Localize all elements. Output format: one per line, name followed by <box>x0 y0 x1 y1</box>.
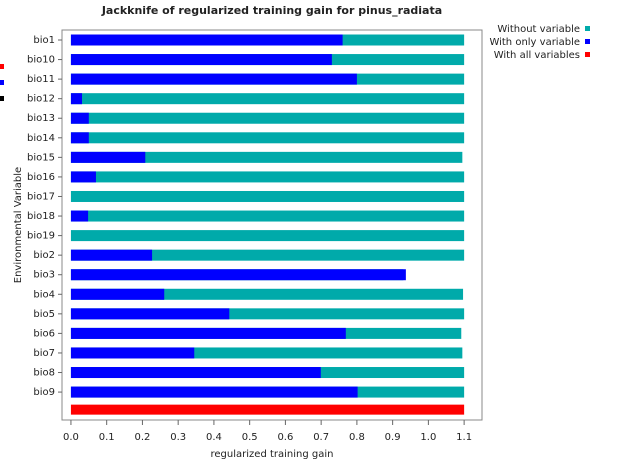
legend-swatch <box>585 52 590 57</box>
bar <box>70 288 464 300</box>
y-tick-label: bio19 <box>27 231 55 242</box>
y-tick-label: bio18 <box>27 211 55 222</box>
chart-title: Jackknife of regularized training gain f… <box>101 4 442 17</box>
bar <box>70 347 463 359</box>
x-tick-label: 0.3 <box>170 432 186 443</box>
bar <box>70 404 465 415</box>
bar <box>70 367 321 379</box>
y-tick-label: bio17 <box>27 191 55 202</box>
x-tick-label: 0.4 <box>206 432 222 443</box>
y-tick-label: bio10 <box>27 55 55 66</box>
legend-label: With all variables <box>494 50 580 61</box>
bar <box>70 151 146 163</box>
edge-marker <box>0 96 4 101</box>
x-tick-label: 0.2 <box>134 432 150 443</box>
y-tick-label: bio9 <box>33 387 55 398</box>
y-tick-label: bio12 <box>27 94 55 105</box>
y-tick-label: bio2 <box>33 250 55 261</box>
bar <box>70 269 406 281</box>
bar <box>70 249 153 261</box>
y-tick-label: bio3 <box>33 270 55 281</box>
legend-label: With only variable <box>489 37 580 48</box>
x-tick-label: 0.1 <box>99 432 115 443</box>
y-tick-label: bio6 <box>33 328 55 339</box>
x-tick-label: 0.5 <box>242 432 258 443</box>
bar <box>70 93 465 105</box>
bar <box>70 112 89 124</box>
bar <box>70 112 465 124</box>
y-tick-label: bio4 <box>33 289 55 300</box>
bar <box>70 327 346 339</box>
plot-frame <box>61 29 483 421</box>
y-tick-label: bio8 <box>33 368 55 379</box>
y-tick-label: bio13 <box>27 113 55 124</box>
bar <box>70 54 332 66</box>
bar <box>70 73 357 85</box>
edge-marker <box>0 64 4 69</box>
bar <box>70 151 463 163</box>
y-tick-label: bio14 <box>27 133 55 144</box>
y-tick-label: bio1 <box>33 35 55 46</box>
legend-swatch <box>585 26 590 31</box>
bar <box>70 210 465 222</box>
bar <box>70 308 465 320</box>
y-tick-label: bio16 <box>27 172 55 183</box>
legend-label: Without variable <box>497 24 580 35</box>
x-tick-label: 0.8 <box>349 432 365 443</box>
y-axis-label: Environmental Variable <box>13 167 24 283</box>
legend-swatch <box>585 39 590 44</box>
bar <box>70 288 165 300</box>
bar <box>70 93 83 105</box>
bar <box>70 171 465 183</box>
bar <box>70 347 195 359</box>
x-tick-label: 0.7 <box>313 432 329 443</box>
bar <box>70 386 358 398</box>
x-tick-label: 0.0 <box>63 432 79 443</box>
bar <box>70 132 89 144</box>
bar <box>70 171 96 183</box>
y-tick-label: bio5 <box>33 309 55 320</box>
x-axis-label: regularized training gain <box>211 449 334 460</box>
y-tick-label: bio11 <box>27 74 55 85</box>
bar <box>70 308 230 320</box>
bar <box>70 249 465 261</box>
x-tick-label: 0.6 <box>277 432 293 443</box>
x-tick-label: 1.0 <box>420 432 436 443</box>
bar <box>70 230 465 242</box>
bar <box>70 132 465 144</box>
edge-marker <box>0 80 4 85</box>
y-tick-label: bio15 <box>27 152 55 163</box>
x-tick-label: 1.1 <box>456 432 472 443</box>
y-tick-label: bio7 <box>33 348 55 359</box>
bar <box>70 34 343 46</box>
bar <box>70 210 89 222</box>
bar <box>70 190 465 202</box>
x-tick-label: 0.9 <box>385 432 401 443</box>
